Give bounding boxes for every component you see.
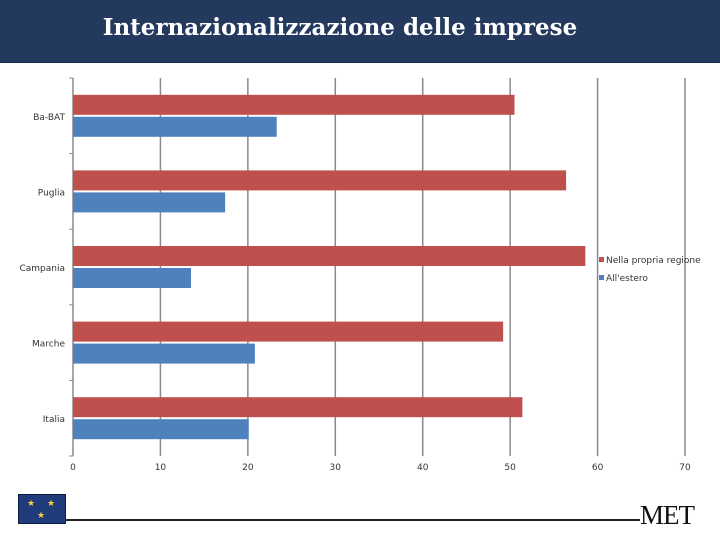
bar-chart: Ba-BAT Puglia Campania Marche Italia 0 10 20 30 4… [19,77,701,473]
bar-regione [73,397,523,418]
legend-label: Nella propria regione [606,256,701,266]
bar-regione [73,170,567,191]
x-tick-label: 30 [330,463,342,473]
category-label: Marche [32,340,65,350]
x-tick-label: 10 [155,463,167,473]
category-label: Puglia [38,188,65,198]
bar-estero [73,343,255,364]
legend-swatch [599,275,604,280]
bar-estero [73,419,249,440]
x-tick-label: 40 [417,463,429,473]
x-tick-label: 50 [504,463,516,473]
eu-flag-logo: ★ ★ ★ [18,494,66,524]
bar-estero [73,192,226,213]
bar-estero [73,268,192,288]
legend-swatch [599,257,604,262]
star-icon: ★ [47,498,56,508]
brand-logo: MET [640,500,695,530]
slide-header: Internazionalizzazione delle imprese [0,0,720,63]
category-label: Italia [43,415,65,425]
bar-regione [73,246,586,266]
category-label: Ba-BAT [33,113,65,123]
footer-divider [66,519,640,521]
x-tick-label: 70 [679,463,691,473]
star-icon: ★ [37,510,46,520]
legend-label: All'estero [606,274,648,284]
category-label: Campania [19,264,65,274]
x-tick-label: 0 [70,463,76,473]
x-tick-label: 20 [242,463,254,473]
bar-estero [73,116,277,137]
bar-regione [73,321,504,342]
x-tick-label: 60 [592,463,604,473]
page-title: Internazionalizzazione delle imprese [102,14,578,41]
bar-regione [73,94,515,115]
star-icon: ★ [27,498,36,508]
